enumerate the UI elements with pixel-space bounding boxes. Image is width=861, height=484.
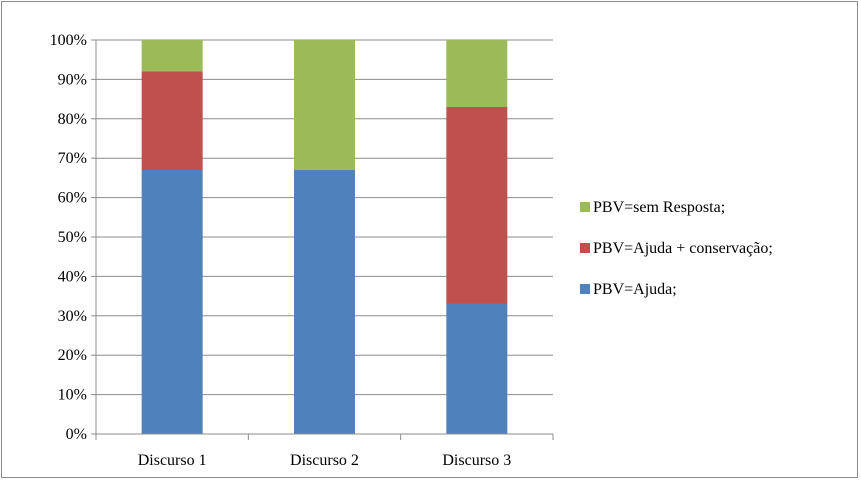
y-tick-label: 10% — [58, 387, 87, 404]
axes — [91, 39, 554, 440]
y-tick-label: 50% — [58, 229, 87, 246]
legend: PBV=sem Resposta; PBV=Ajuda + conservação… — [580, 199, 773, 298]
bar-segment — [446, 106, 508, 304]
x-tick-label: Discurso 3 — [442, 452, 511, 469]
bar-segment — [141, 40, 203, 72]
y-tick-label: 70% — [58, 150, 87, 167]
bar-segment — [141, 170, 203, 434]
y-tick-label: 60% — [58, 190, 87, 207]
bar-segment — [294, 40, 355, 171]
x-tick-labels: Discurso 1 Discurso 2 Discurso 3 — [138, 452, 512, 469]
y-tick-label: 40% — [58, 268, 87, 285]
legend-swatch — [580, 202, 590, 212]
x-tick-label: Discurso 2 — [290, 452, 359, 469]
y-tick-label: 100% — [50, 32, 87, 49]
y-tick-label: 0% — [66, 426, 87, 443]
bar-segment — [294, 170, 355, 434]
y-tick-label: 20% — [58, 347, 87, 364]
bars — [141, 40, 508, 434]
legend-label: PBV=Ajuda + conservação; — [593, 240, 773, 257]
legend-swatch — [580, 284, 590, 294]
y-tick-labels: 0% 10% 20% 30% 40% 50% 60% 70% 80% 90% 100% — [50, 32, 87, 443]
y-tick-label: 30% — [58, 308, 87, 325]
legend-label: PBV=Ajuda; — [593, 281, 677, 298]
x-tick-label: Discurso 1 — [138, 452, 207, 469]
y-tick-label: 90% — [58, 71, 87, 88]
legend-swatch — [580, 243, 590, 253]
legend-label: PBV=sem Resposta; — [593, 199, 725, 216]
bar-segment — [446, 303, 508, 434]
bar-segment — [446, 40, 508, 107]
bar-segment — [141, 71, 203, 171]
y-tick-label: 80% — [58, 111, 87, 128]
